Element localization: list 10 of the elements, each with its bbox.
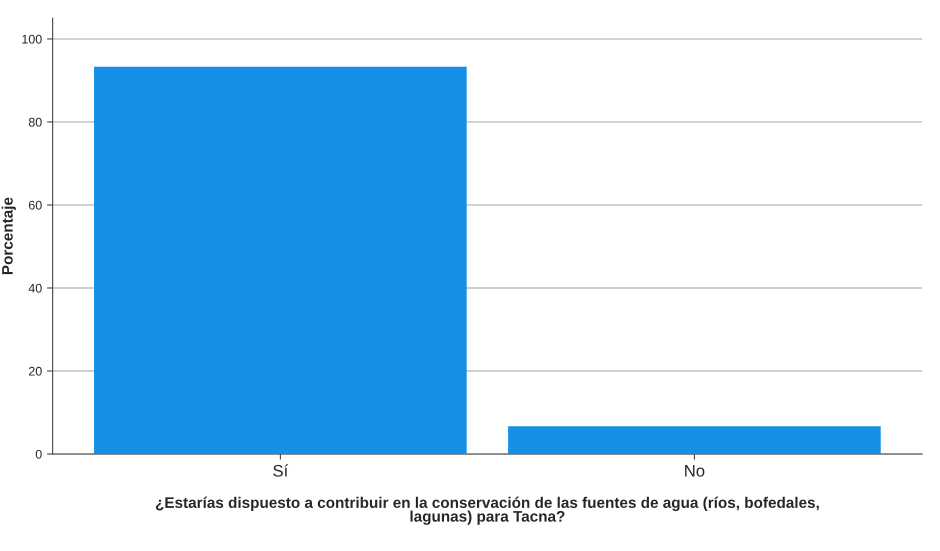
y-tick-label: 100 — [22, 34, 42, 44]
x-axis-title: ¿Estarías dispuesto a contribuir en la conservación de las fuentes de agua (ríos, bofedales, lagunas) para Tacna? — [156, 496, 819, 525]
y-tick-label: 80 — [28, 118, 42, 127]
y-tick-label: 40 — [28, 284, 42, 293]
y-tick-label: 60 — [28, 200, 42, 210]
y-tick-label: 0 — [36, 450, 42, 459]
y-axis-title: Porcentaje — [2, 198, 16, 274]
x-tick-label: Sí — [273, 464, 288, 477]
x-tick-label: No — [685, 465, 704, 477]
y-tick-label: 20 — [28, 366, 42, 376]
